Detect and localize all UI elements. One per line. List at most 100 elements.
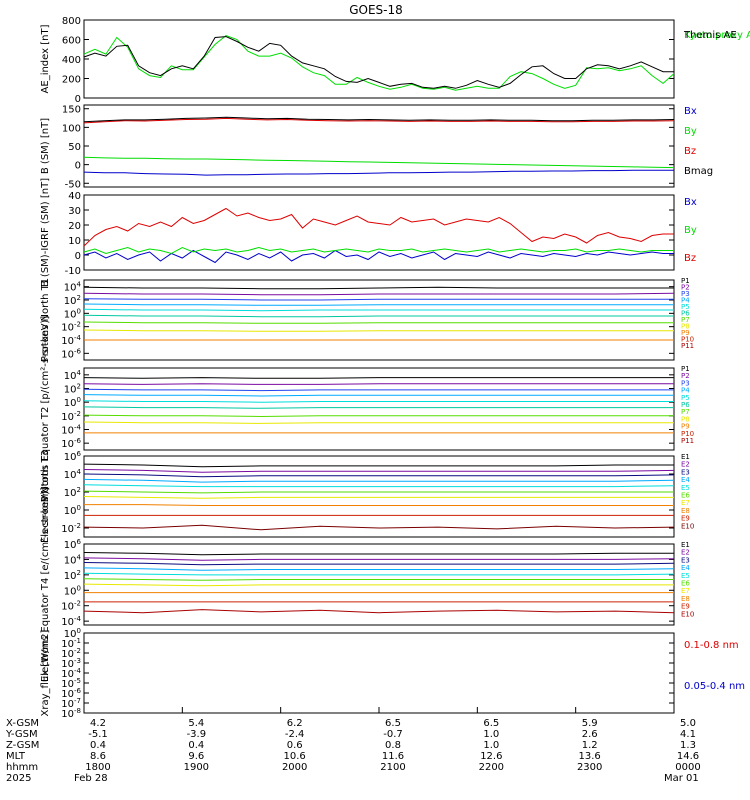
series-line-e4 bbox=[83, 478, 675, 483]
x-tick-label-mlt: 9.6 bbox=[188, 751, 204, 762]
x-tick-label-hhmm: 2000 bbox=[282, 762, 307, 773]
legend-p6: P6 bbox=[681, 310, 690, 318]
x-row-label: Z-GSM bbox=[6, 740, 39, 751]
series-line-kyoto-proxy-ae bbox=[83, 35, 675, 91]
x-tick-label-xgsm: 5.9 bbox=[582, 718, 598, 729]
y-tick-label: 10-6 bbox=[61, 347, 81, 360]
y-tick-label: 10-8 bbox=[61, 707, 81, 720]
y-tick-label: 10-4 bbox=[61, 424, 81, 437]
y-tick-label: 100 bbox=[64, 396, 81, 409]
series-line-p8 bbox=[83, 421, 674, 424]
x-tick-label-hhmm: 2100 bbox=[380, 762, 405, 773]
x-tick-label-hhmm: 2200 bbox=[479, 762, 504, 773]
legend-p1: P1 bbox=[681, 365, 690, 373]
x-tick-label-ygsm: -5.1 bbox=[88, 729, 108, 740]
y-tick-label: -10 bbox=[65, 266, 81, 277]
legend-p7: P7 bbox=[681, 408, 690, 416]
y-tick-label: 400 bbox=[62, 55, 81, 66]
legend-p2: P2 bbox=[681, 372, 690, 380]
y-tick-label: 104 bbox=[64, 553, 82, 566]
x-tick-label-ygsm: 2.6 bbox=[582, 729, 598, 740]
series-line-p1 bbox=[83, 286, 674, 290]
y-tick-label: 20 bbox=[68, 221, 81, 232]
x-tick-label-zgsm: 0.8 bbox=[385, 740, 401, 751]
series-line-e5 bbox=[83, 572, 675, 576]
x-tick-label-xgsm: 6.2 bbox=[287, 718, 303, 729]
panel-frame bbox=[83, 367, 675, 451]
legend-p4: P4 bbox=[681, 297, 690, 305]
series-line-e10 bbox=[83, 524, 675, 531]
legend-bz: Bz bbox=[684, 253, 696, 264]
y-tick-label: 100 bbox=[64, 584, 81, 597]
y-tick-label: 104 bbox=[64, 468, 82, 481]
x-tick-label-date: Feb 28 bbox=[74, 773, 108, 784]
series-line-themis-ae bbox=[83, 36, 674, 89]
y-tick-label: 150 bbox=[62, 105, 81, 116]
x-row-label: MLT bbox=[6, 751, 26, 762]
y-tick-label: 800 bbox=[62, 16, 81, 27]
series-line-p8 bbox=[83, 329, 674, 332]
legend-p9: P9 bbox=[681, 329, 690, 337]
y-tick-label: 10-2 bbox=[61, 522, 81, 535]
legend-e1: E1 bbox=[681, 541, 690, 549]
legend-e9: E9 bbox=[681, 515, 690, 523]
series-line-p7 bbox=[83, 321, 674, 324]
x-tick-label-ygsm: -3.9 bbox=[187, 729, 207, 740]
legend-p2: P2 bbox=[681, 284, 690, 292]
x-tick-label-hhmm: 0000 bbox=[675, 762, 700, 773]
x-tick-label-zgsm: 0.4 bbox=[90, 740, 106, 751]
legend-p7: P7 bbox=[681, 316, 690, 324]
series-line-by bbox=[83, 156, 675, 169]
y-tick-label: 106 bbox=[64, 450, 82, 463]
y-tick-label: 600 bbox=[62, 36, 81, 47]
y-tick-label: 30 bbox=[68, 206, 81, 217]
series-line-e6 bbox=[83, 490, 674, 494]
panel-frame bbox=[83, 104, 675, 188]
y-tick-label: 10 bbox=[68, 236, 81, 247]
legend-p4: P4 bbox=[681, 387, 690, 395]
legend-themis-ae: Themis AE bbox=[683, 30, 737, 41]
x-tick-label-date: Mar 01 bbox=[664, 773, 699, 784]
legend-p1: P1 bbox=[681, 277, 690, 285]
y-axis-label: Xray_flux [W/m2] bbox=[40, 629, 51, 716]
x-tick-label-zgsm: 0.4 bbox=[188, 740, 204, 751]
series-line-e3 bbox=[83, 562, 675, 566]
legend-e6: E6 bbox=[681, 580, 690, 588]
y-tick-label: 10-2 bbox=[61, 321, 81, 334]
panel-8: 10010-110-210-310-410-510-610-710-8Xray_… bbox=[40, 627, 745, 720]
series-line-p6 bbox=[83, 314, 674, 318]
legend-0-1-0-8-nm: 0.1-0.8 nm bbox=[684, 640, 739, 651]
figure-title: GOES-18 bbox=[349, 3, 403, 17]
legend-e6: E6 bbox=[681, 492, 690, 500]
legend-bmag: Bmag bbox=[684, 166, 713, 177]
x-row-label: hhmm bbox=[6, 762, 38, 773]
series-line-p1 bbox=[83, 377, 674, 379]
y-axis-label: Protons Equator T2 [p/(cm²-s-sr-keV)] bbox=[40, 316, 51, 503]
y-tick-label: 0 bbox=[75, 94, 81, 105]
y-tick-label: 10-6 bbox=[61, 437, 81, 450]
legend-e8: E8 bbox=[681, 595, 690, 603]
legend-e9: E9 bbox=[681, 603, 690, 611]
y-tick-label: 200 bbox=[62, 75, 81, 86]
x-tick-label-mlt: 11.6 bbox=[382, 751, 404, 762]
legend-bx: Bx bbox=[684, 106, 697, 117]
legend-e7: E7 bbox=[681, 587, 690, 595]
y-tick-label: 100 bbox=[62, 123, 81, 134]
series-line-p2 bbox=[83, 292, 675, 296]
legend-e2: E2 bbox=[681, 549, 690, 557]
y-axis-label: Protons North T1 bbox=[40, 278, 51, 362]
legend-e5: E5 bbox=[681, 484, 690, 492]
legend-p5: P5 bbox=[681, 394, 690, 402]
series-line-p5 bbox=[83, 400, 674, 403]
y-tick-label: 0 bbox=[75, 251, 81, 262]
legend-p3: P3 bbox=[681, 290, 690, 298]
y-tick-label: 102 bbox=[64, 383, 81, 396]
y-tick-label: 102 bbox=[64, 486, 81, 499]
panel-frame bbox=[83, 279, 675, 361]
x-tick-label-mlt: 12.6 bbox=[480, 751, 502, 762]
legend-p11: P11 bbox=[681, 342, 694, 350]
series-line-e7 bbox=[83, 583, 674, 587]
legend-e4: E4 bbox=[681, 476, 690, 484]
